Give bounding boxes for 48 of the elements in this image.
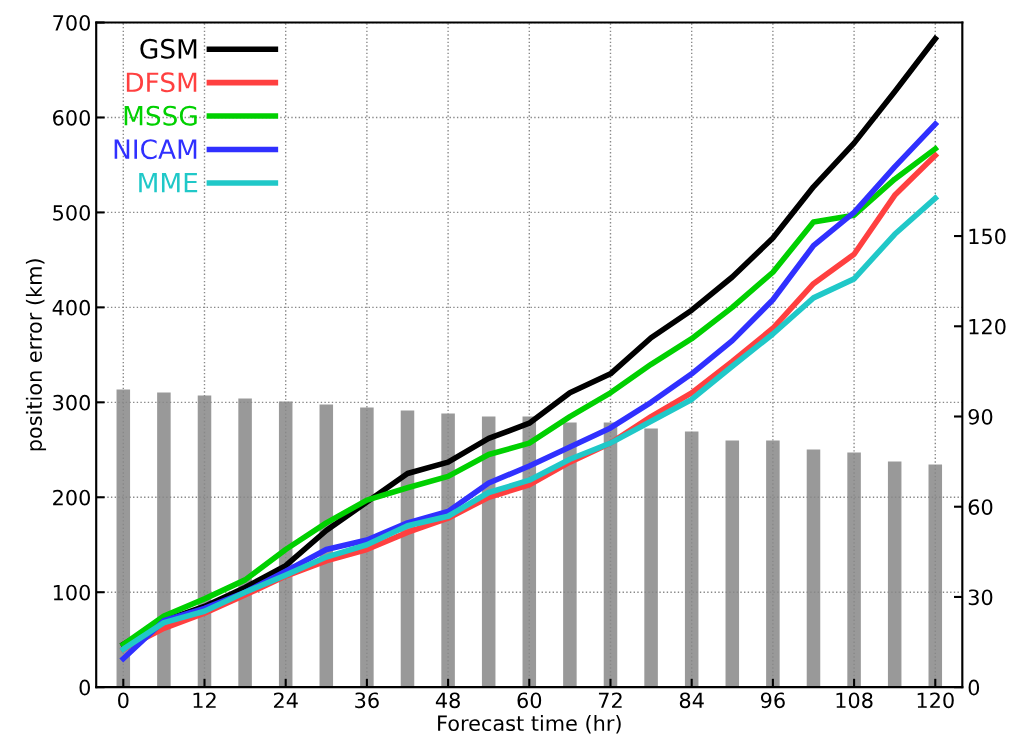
- x-tick-label: 72: [598, 692, 622, 708]
- bar: [563, 422, 577, 688]
- bar: [725, 440, 740, 688]
- bar: [847, 452, 861, 688]
- legend-label: GSM: [140, 38, 197, 59]
- bar: [441, 413, 455, 688]
- bar: [644, 428, 658, 688]
- y-tick-label: 500: [53, 204, 90, 221]
- y-tick-label: 300: [53, 394, 90, 411]
- y-tick-label: 100: [53, 584, 90, 601]
- legend-label: MME: [139, 173, 198, 193]
- y2-tick-label: 150: [969, 228, 1006, 245]
- x-tick-label: 84: [679, 692, 704, 709]
- x-tick-label: 48: [435, 692, 460, 709]
- x-tick-label: 96: [760, 692, 785, 709]
- x-tick-label: 12: [193, 692, 216, 708]
- y-axis-title: position error (km): [25, 259, 47, 451]
- y2-tick-label: 0: [968, 679, 980, 696]
- bar: [116, 389, 131, 688]
- bar: [238, 398, 252, 688]
- y-tick-label: 400: [52, 299, 90, 316]
- legend-label: MSSG: [124, 105, 197, 126]
- bar: [197, 395, 212, 688]
- bar: [360, 407, 374, 688]
- y-tick-label: 600: [53, 109, 90, 126]
- x-tick-label: 60: [517, 692, 542, 709]
- y-tick-label: 700: [53, 14, 90, 31]
- y-tick-label: 200: [53, 489, 90, 506]
- x-tick-label: 36: [355, 692, 379, 709]
- bar: [157, 392, 171, 688]
- bar: [684, 431, 699, 688]
- bar: [806, 449, 821, 688]
- bar: [928, 464, 943, 688]
- bar: [887, 461, 902, 688]
- x-axis-title: Forecast time (hr): [438, 714, 621, 734]
- bar: [766, 440, 780, 688]
- y-tick-label: 0: [79, 679, 90, 696]
- x-tick-label: 108: [836, 692, 873, 709]
- y2-tick-label: 90: [968, 408, 993, 425]
- bar: [603, 422, 618, 688]
- legend-label: NICAM: [114, 139, 197, 160]
- y2-tick-label: 60: [968, 499, 993, 515]
- y2-tick-label: 30: [968, 589, 993, 606]
- x-tick-label: 24: [273, 692, 298, 708]
- x-tick-label: 120: [917, 692, 954, 709]
- y2-tick-label: 120: [969, 318, 1006, 335]
- x-tick-label: 0: [118, 692, 129, 709]
- legend-label: DFSM: [126, 72, 197, 93]
